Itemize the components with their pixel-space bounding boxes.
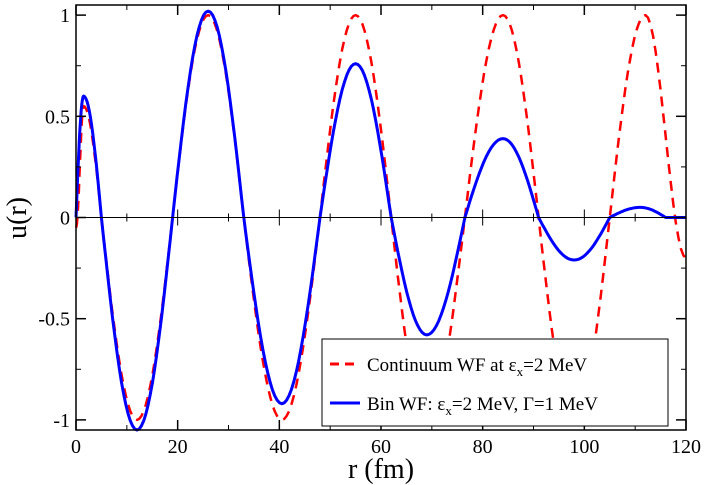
plot-frame: [75, 4, 687, 431]
y-tick-label: -0.5: [38, 309, 70, 331]
y-axis-title: u(r): [2, 197, 33, 239]
x-tick-label: 60: [371, 436, 391, 458]
x-tick-label: 0: [71, 436, 81, 458]
x-tick-label: 80: [473, 436, 493, 458]
x-tick-label: 100: [569, 436, 599, 458]
y-tick-label: 1: [60, 5, 70, 27]
ticks-layer: 0 20 40 60 80 100 120 -1 -0.5 0 0.5 1: [38, 5, 701, 458]
x-tick-label: 120: [671, 436, 701, 458]
x-axis-title: r (fm): [348, 454, 414, 485]
y-tick-label: -1: [53, 410, 70, 432]
x-tick-label: 40: [269, 436, 289, 458]
y-tick-label: 0.5: [45, 106, 70, 128]
legend-label-continuum: Continuum WF at εx=2 MeV: [367, 355, 587, 379]
y-tick-label: 0: [60, 208, 70, 230]
legend: Continuum WF at εx=2 MeV Bin WF: εx=2 Me…: [321, 338, 669, 427]
plot-layer: [74, 9, 687, 432]
x-tick-label: 20: [168, 436, 188, 458]
series-bin-line: [74, 9, 687, 432]
series-continuum-line: [74, 13, 687, 422]
legend-box: [321, 338, 669, 427]
legend-label-bin: Bin WF: εx=2 MeV, Γ=1 MeV: [367, 394, 598, 418]
